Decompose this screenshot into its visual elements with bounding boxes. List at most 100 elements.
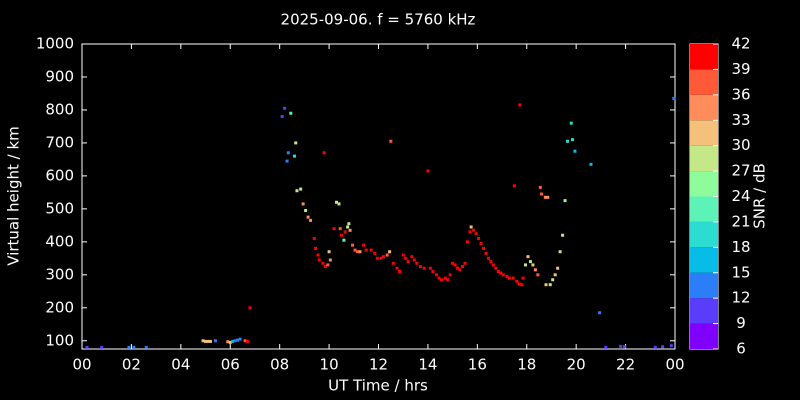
data-point <box>517 282 521 286</box>
data-point <box>426 169 430 173</box>
data-point <box>538 185 542 189</box>
y-tick-label: 200 <box>45 298 74 316</box>
data-point <box>463 261 467 265</box>
x-tick-label: 14 <box>418 356 437 374</box>
data-point <box>144 345 148 349</box>
data-point <box>358 250 362 254</box>
y-tick-label: 100 <box>45 331 74 349</box>
colorbar-tick-label: 9 <box>736 314 746 332</box>
x-tick-label: 04 <box>171 356 190 374</box>
data-point <box>546 195 550 199</box>
colorbar-bin <box>690 120 718 146</box>
colorbar-label: SNR / dB <box>751 163 769 229</box>
data-point <box>337 202 341 206</box>
colorbar-tick-label: 36 <box>731 85 750 103</box>
data-point <box>446 278 450 282</box>
data-point <box>299 187 303 191</box>
data-point <box>520 283 524 287</box>
data-point <box>431 270 435 274</box>
y-tick-label: 1000 <box>36 35 74 53</box>
data-point <box>406 260 410 264</box>
data-point <box>204 339 208 343</box>
data-point <box>622 345 626 349</box>
data-point <box>342 238 346 242</box>
data-point <box>435 273 439 277</box>
data-point <box>295 189 299 193</box>
data-point <box>348 228 352 232</box>
data-point <box>474 232 478 236</box>
colorbar-bin <box>690 323 718 349</box>
data-point <box>468 230 472 234</box>
colorbar-bin <box>690 69 718 95</box>
data-point <box>561 233 565 237</box>
data-point <box>458 268 462 272</box>
y-tick-label: 600 <box>45 166 74 184</box>
x-tick-label: 22 <box>616 356 635 374</box>
data-point <box>285 159 289 163</box>
data-point <box>322 151 326 155</box>
colorbar-tick-label: 42 <box>731 35 750 53</box>
data-point <box>531 263 535 267</box>
data-point <box>536 273 540 277</box>
data-point <box>526 255 530 259</box>
data-point <box>326 263 330 267</box>
x-tick-label: 00 <box>72 356 91 374</box>
data-point <box>301 202 305 206</box>
data-point <box>494 266 498 270</box>
colorbar-bin <box>690 247 718 273</box>
colorbar-bin <box>690 272 718 299</box>
data-point <box>375 256 379 260</box>
data-point <box>100 345 104 349</box>
x-tick-label: 02 <box>122 356 141 374</box>
data-point <box>85 345 89 349</box>
data-point <box>385 253 389 257</box>
data-point <box>453 263 457 267</box>
data-point <box>362 243 366 247</box>
data-point <box>472 228 476 232</box>
data-point <box>323 265 327 269</box>
y-axis-label: Virtual height / km <box>5 126 23 265</box>
data-point <box>543 195 547 199</box>
data-point <box>653 345 657 349</box>
data-point <box>316 253 320 257</box>
data-point <box>388 250 392 254</box>
data-point <box>226 340 230 344</box>
data-point <box>286 151 290 155</box>
data-point <box>404 256 408 260</box>
data-point <box>389 139 393 143</box>
y-tick-label: 700 <box>45 133 74 151</box>
data-point <box>292 154 296 158</box>
data-point <box>486 256 490 260</box>
x-tick-label: 00 <box>665 356 684 374</box>
data-point <box>558 250 562 254</box>
x-axis-label: UT Time / hrs <box>328 377 428 395</box>
data-point <box>512 184 516 188</box>
data-point <box>208 339 212 343</box>
data-point <box>619 344 623 348</box>
data-point <box>369 248 373 252</box>
data-point <box>334 200 338 204</box>
data-point <box>604 345 608 349</box>
y-tick-label: 400 <box>45 232 74 250</box>
data-point <box>661 345 665 349</box>
data-point <box>327 250 331 254</box>
x-tick-label: 20 <box>567 356 586 374</box>
data-point <box>499 271 503 275</box>
colorbar-bin <box>690 298 718 324</box>
data-point <box>364 248 368 252</box>
plot-frame <box>81 43 676 350</box>
data-point <box>317 258 321 262</box>
data-point <box>573 149 577 153</box>
y-tick-label: 500 <box>45 199 74 217</box>
data-point <box>228 340 232 344</box>
data-point <box>127 345 131 349</box>
data-point <box>213 339 217 343</box>
colorbar-tick-label: 21 <box>731 212 750 230</box>
data-point <box>313 246 317 250</box>
data-point <box>511 276 515 280</box>
data-point <box>304 209 308 213</box>
data-point <box>306 215 310 219</box>
data-point <box>669 344 673 348</box>
x-tick-label: 08 <box>270 356 289 374</box>
